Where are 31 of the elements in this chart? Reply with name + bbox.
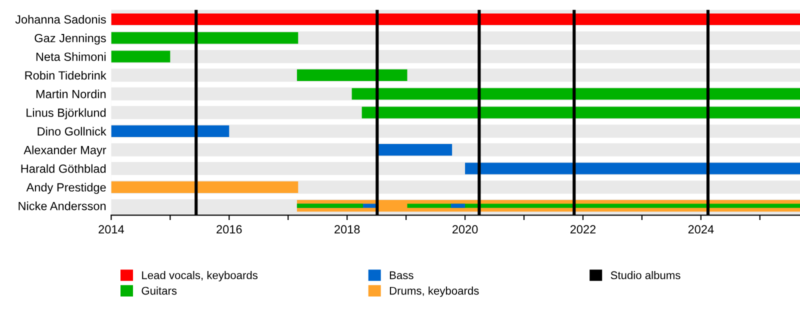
bar [376,144,452,156]
bar [111,181,298,193]
x-tick-label: 2024 [688,225,714,234]
y-tick-label: Neta Shimoni [36,52,106,61]
legend-label: Bass [390,271,414,280]
y-tick-label: Dino Gollnick [38,126,106,136]
y-tick-label: Robin Tidebrink [25,70,106,80]
x-tick-label: 2018 [334,225,360,234]
y-tick-label: Martin Nordin [36,90,106,98]
legend-label: Lead vocals, keyboards [142,271,258,282]
bar [111,32,298,44]
legend-label: Drums, keyboards [390,286,479,297]
y-tick-label: Andy Prestidge [26,182,106,194]
y-tick-label: Linus Björklund [26,108,106,120]
y-tick-label: Alexander Mayr [24,146,106,157]
bar [450,204,466,208]
y-tick-label: Gaz Jennings [34,34,106,45]
x-tick-label: 2022 [570,225,596,234]
bar [111,125,230,137]
x-tick-label: 2014 [98,225,124,234]
legend-label: Studio albums [610,271,680,280]
y-tick-label: Nicke Andersson [18,202,106,210]
legend-label: Guitars [142,286,177,295]
y-tick-label: Johanna Sadonis [15,14,106,24]
y-tick-label: Harald Göthblad [21,164,106,173]
bar [407,204,800,208]
bar [111,50,170,62]
bar [296,69,408,81]
x-tick-label: 2016 [216,225,242,234]
bar [296,204,364,208]
x-tick-label: 2020 [452,225,478,234]
